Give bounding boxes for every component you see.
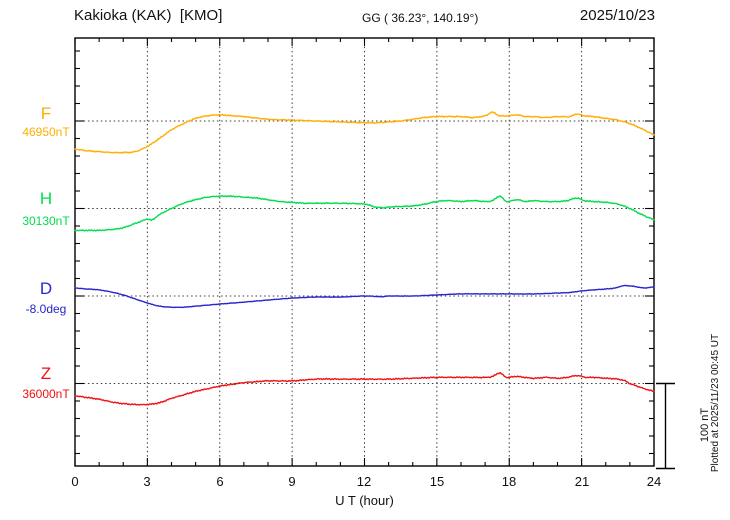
- curve-h: [74, 194, 655, 232]
- x-tick-21: 21: [574, 474, 590, 489]
- channel-baseline-z: 36000nT: [22, 387, 70, 401]
- x-tick-9: 9: [288, 474, 296, 489]
- curve-f: [74, 111, 655, 154]
- x-tick-6: 6: [216, 474, 224, 489]
- x-axis-title: U T (hour): [335, 493, 394, 508]
- x-tick-18: 18: [501, 474, 517, 489]
- channel-baseline-d: -8.0deg: [25, 302, 67, 316]
- x-tick-24: 24: [646, 474, 662, 489]
- geographic-coordinates: GG ( 36.23°, 140.19°): [362, 11, 479, 25]
- channel-label-z: Z: [40, 364, 52, 383]
- channel-baseline-f: 46950nT: [22, 125, 70, 139]
- x-tick-0: 0: [71, 474, 79, 489]
- plotted-at-timestamp: Plotted at 2025/11/23 00:45 UT: [710, 333, 721, 473]
- observation-date: 2025/10/23: [579, 7, 655, 24]
- scalebar-label: 100 nT 0.5 deg: [673, 395, 711, 455]
- x-tick-12: 12: [356, 474, 372, 489]
- x-tick-15: 15: [429, 474, 445, 489]
- channel-baseline-h: 30130nT: [22, 214, 70, 228]
- curve-d: [74, 284, 655, 309]
- x-tick-3: 3: [143, 474, 151, 489]
- plot-frame: [74, 37, 655, 467]
- curve-z: [74, 372, 655, 406]
- channel-label-h: H: [39, 189, 53, 208]
- channel-label-d: D: [39, 279, 53, 298]
- station-title: Kakioka (KAK) [KMO]: [74, 7, 223, 24]
- channel-label-f: F: [40, 104, 52, 123]
